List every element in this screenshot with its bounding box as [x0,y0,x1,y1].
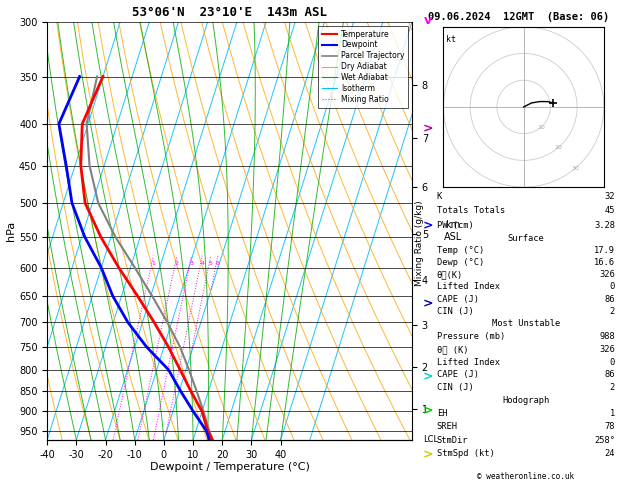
Text: CAPE (J): CAPE (J) [437,370,479,380]
Text: 09.06.2024  12GMT  (Base: 06): 09.06.2024 12GMT (Base: 06) [428,12,610,22]
Text: 24: 24 [604,449,615,458]
Text: Surface: Surface [508,234,544,243]
Text: 0: 0 [610,282,615,292]
Text: θᴇ (K): θᴇ (K) [437,345,468,354]
X-axis label: Dewpoint / Temperature (°C): Dewpoint / Temperature (°C) [150,462,309,472]
Text: EH: EH [437,409,447,418]
Text: kt: kt [446,35,456,44]
Text: Temp (°C): Temp (°C) [437,246,484,255]
Text: Most Unstable: Most Unstable [492,319,560,328]
Legend: Temperature, Dewpoint, Parcel Trajectory, Dry Adiabat, Wet Adiabat, Isotherm, Mi: Temperature, Dewpoint, Parcel Trajectory… [318,26,408,108]
Text: Pressure (mb): Pressure (mb) [437,332,505,341]
Text: Mixing Ratio (g/kg): Mixing Ratio (g/kg) [415,200,424,286]
Text: 326: 326 [599,345,615,354]
Text: 6: 6 [216,260,220,266]
Y-axis label: km
ASL: km ASL [444,220,462,242]
Text: K: K [437,192,442,201]
Text: 86: 86 [604,370,615,380]
Text: CAPE (J): CAPE (J) [437,295,479,304]
Text: 10: 10 [537,125,545,130]
Text: LCL: LCL [423,435,438,444]
Y-axis label: hPa: hPa [6,221,16,241]
Title: 53°06'N  23°10'E  143m ASL: 53°06'N 23°10'E 143m ASL [132,6,327,19]
Text: >: > [423,370,433,383]
Text: >: > [423,122,433,135]
Text: 326: 326 [599,270,615,279]
Text: >: > [423,297,433,310]
Text: 17.9: 17.9 [594,246,615,255]
Text: Totals Totals: Totals Totals [437,207,505,215]
Text: >: > [423,448,433,461]
Text: 2: 2 [175,260,179,266]
Text: v: v [424,14,431,27]
Text: 78: 78 [604,422,615,432]
Text: SREH: SREH [437,422,458,432]
Text: 2: 2 [610,307,615,316]
Text: 3.28: 3.28 [594,221,615,230]
Text: Lifted Index: Lifted Index [437,358,499,366]
Text: 5: 5 [209,260,213,266]
Text: 988: 988 [599,332,615,341]
Text: 20: 20 [554,145,562,150]
Text: 1: 1 [152,260,155,266]
Text: 3: 3 [189,260,194,266]
Text: © weatheronline.co.uk: © weatheronline.co.uk [477,472,574,481]
Text: 30: 30 [571,166,579,171]
Text: StmDir: StmDir [437,435,468,445]
Text: Lifted Index: Lifted Index [437,282,499,292]
Text: θᴇ(K): θᴇ(K) [437,270,463,279]
Text: CIN (J): CIN (J) [437,307,474,316]
Text: 45: 45 [604,207,615,215]
Text: Dewp (°C): Dewp (°C) [437,258,484,267]
Text: 2: 2 [610,383,615,392]
Text: 86: 86 [604,295,615,304]
Text: PW (cm): PW (cm) [437,221,474,230]
Text: 0: 0 [610,358,615,366]
Text: >: > [423,404,433,417]
Text: 32: 32 [604,192,615,201]
Text: 4: 4 [200,260,204,266]
Text: Hodograph: Hodograph [502,396,550,405]
Text: >: > [423,220,433,232]
Text: 1: 1 [610,409,615,418]
Text: CIN (J): CIN (J) [437,383,474,392]
Text: StmSpd (kt): StmSpd (kt) [437,449,494,458]
Text: 16.6: 16.6 [594,258,615,267]
Text: 258°: 258° [594,435,615,445]
